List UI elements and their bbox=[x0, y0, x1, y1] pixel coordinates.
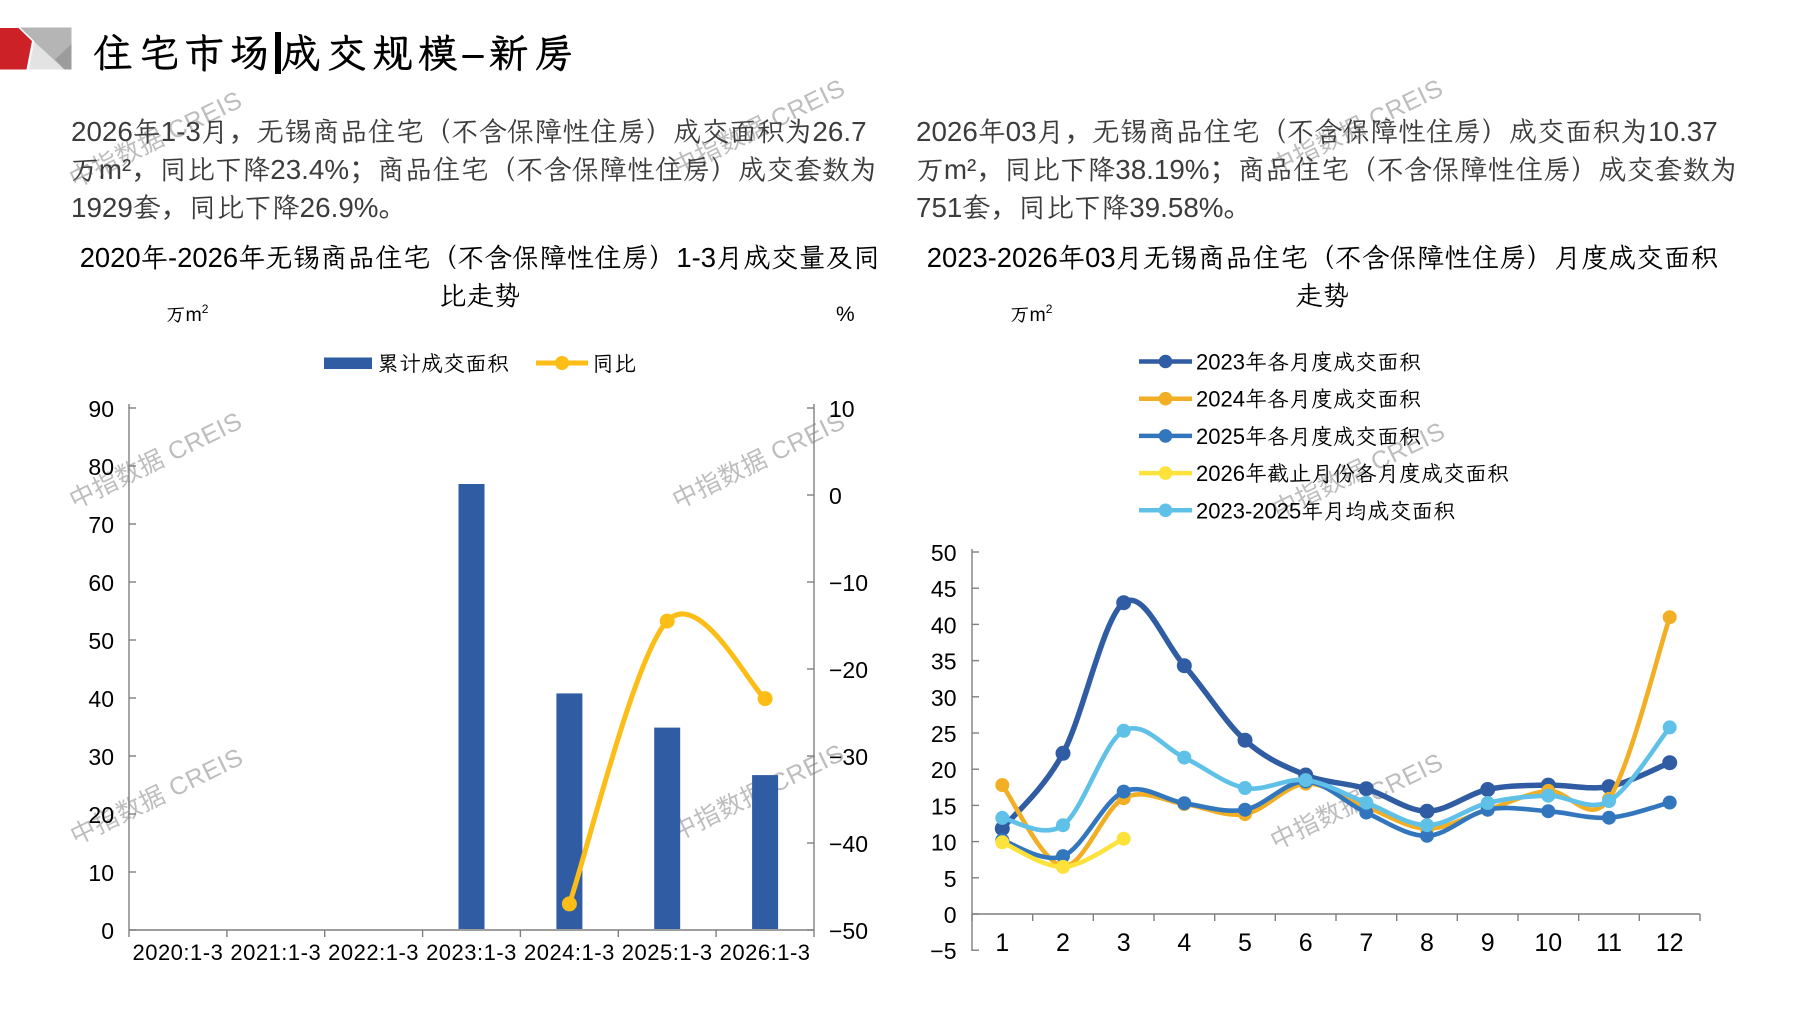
svg-text:90: 90 bbox=[88, 396, 114, 422]
svg-text:−10: −10 bbox=[829, 570, 868, 596]
svg-text:25: 25 bbox=[931, 721, 957, 747]
svg-text:2026:1-3: 2026:1-3 bbox=[720, 940, 811, 965]
svg-text:30: 30 bbox=[88, 744, 114, 770]
svg-text:0: 0 bbox=[944, 902, 957, 928]
svg-text:10: 10 bbox=[88, 860, 114, 886]
svg-text:60: 60 bbox=[88, 570, 114, 596]
svg-text:35: 35 bbox=[931, 649, 957, 675]
svg-text:2024年各月度成交面积: 2024年各月度成交面积 bbox=[1196, 385, 1421, 414]
svg-text:2023-2025年月均成交面积: 2023-2025年月均成交面积 bbox=[1196, 496, 1455, 525]
svg-text:10: 10 bbox=[931, 830, 957, 856]
svg-text:2022:1-3: 2022:1-3 bbox=[328, 940, 419, 965]
svg-text:−40: −40 bbox=[829, 831, 868, 857]
svg-text:3: 3 bbox=[1117, 929, 1131, 957]
svg-text:2025:1-3: 2025:1-3 bbox=[622, 940, 713, 965]
svg-text:30: 30 bbox=[931, 685, 957, 711]
svg-text:8: 8 bbox=[1420, 929, 1434, 957]
svg-text:2026年截止月份各月度成交面积: 2026年截止月份各月度成交面积 bbox=[1196, 459, 1509, 488]
svg-text:2023年各月度成交面积: 2023年各月度成交面积 bbox=[1196, 348, 1421, 377]
svg-text:4: 4 bbox=[1177, 929, 1191, 957]
svg-text:万m2: 万m2 bbox=[1010, 301, 1053, 327]
svg-text:同比: 同比 bbox=[592, 349, 636, 378]
svg-text:15: 15 bbox=[931, 793, 957, 819]
svg-text:5: 5 bbox=[1238, 929, 1252, 957]
svg-text:累计成交面积: 累计成交面积 bbox=[377, 349, 509, 378]
svg-text:12: 12 bbox=[1656, 929, 1684, 957]
svg-text:10: 10 bbox=[829, 396, 855, 422]
svg-text:20: 20 bbox=[88, 802, 114, 828]
svg-text:2024:1-3: 2024:1-3 bbox=[524, 940, 615, 965]
svg-text:−50: −50 bbox=[829, 918, 868, 944]
svg-text:11: 11 bbox=[1596, 929, 1622, 957]
svg-text:80: 80 bbox=[88, 454, 114, 480]
svg-text:10: 10 bbox=[1534, 929, 1562, 957]
svg-text:2020:1-3: 2020:1-3 bbox=[132, 940, 223, 965]
svg-text:9: 9 bbox=[1481, 929, 1495, 957]
svg-text:0: 0 bbox=[829, 483, 842, 509]
svg-text:40: 40 bbox=[931, 612, 957, 638]
svg-text:万m2: 万m2 bbox=[166, 301, 209, 327]
svg-text:40: 40 bbox=[88, 686, 114, 712]
svg-text:2023:1-3: 2023:1-3 bbox=[426, 940, 517, 965]
svg-text:−5: −5 bbox=[930, 938, 956, 964]
svg-text:6: 6 bbox=[1299, 929, 1313, 957]
svg-text:−30: −30 bbox=[829, 744, 868, 770]
svg-text:2025年各月度成交面积: 2025年各月度成交面积 bbox=[1196, 422, 1421, 451]
svg-text:7: 7 bbox=[1359, 929, 1373, 957]
svg-text:%: % bbox=[836, 303, 855, 326]
svg-text:20: 20 bbox=[931, 757, 957, 783]
svg-text:2: 2 bbox=[1056, 929, 1070, 957]
svg-text:1: 1 bbox=[995, 929, 1009, 957]
svg-text:2021:1-3: 2021:1-3 bbox=[230, 940, 321, 965]
svg-text:70: 70 bbox=[88, 512, 114, 538]
svg-text:50: 50 bbox=[88, 628, 114, 654]
svg-text:45: 45 bbox=[931, 576, 957, 602]
svg-text:0: 0 bbox=[101, 918, 114, 944]
svg-text:−20: −20 bbox=[829, 657, 868, 683]
svg-text:50: 50 bbox=[931, 540, 957, 566]
svg-text:5: 5 bbox=[944, 866, 957, 892]
